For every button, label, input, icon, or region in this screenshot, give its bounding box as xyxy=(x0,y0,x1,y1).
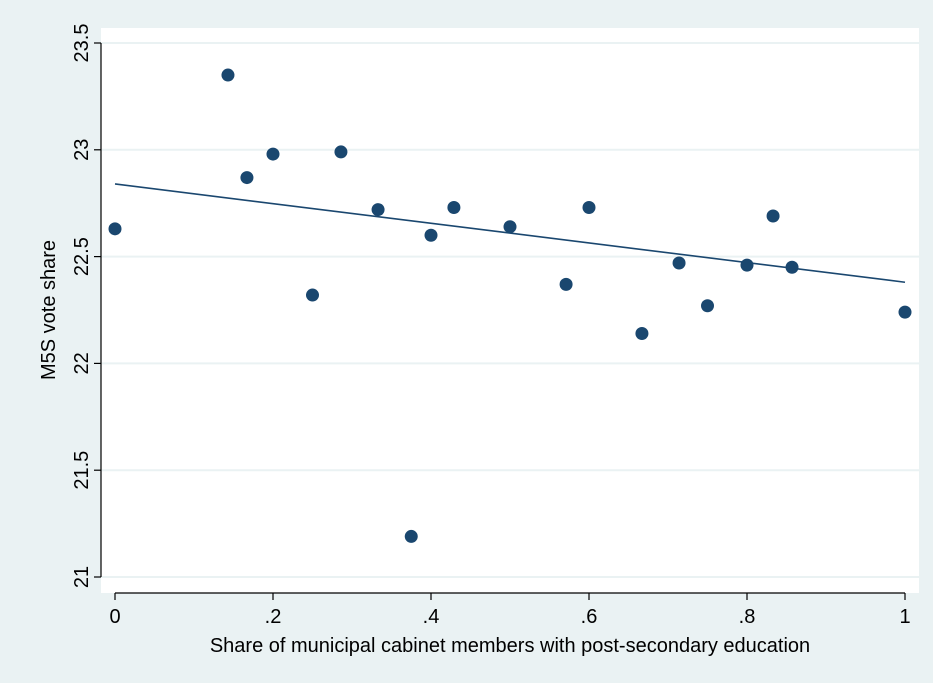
axes: 21 21.5 22 22.5 23 23.5 0 .2 .4 .6 .8 1 xyxy=(71,24,911,628)
plot-background xyxy=(101,28,919,593)
data-series xyxy=(108,68,912,543)
x-tick-label: 1 xyxy=(899,606,910,628)
x-tick-label: 0 xyxy=(109,606,120,628)
data-point xyxy=(334,145,348,159)
data-point xyxy=(108,222,122,236)
data-point xyxy=(404,529,418,543)
data-point xyxy=(447,200,461,214)
x-tick-label: .2 xyxy=(265,606,282,628)
x-tick-label: .4 xyxy=(423,606,440,628)
y-tick-label: 22.5 xyxy=(71,237,93,276)
axis-labels: Share of municipal cabinet members with … xyxy=(38,240,810,657)
data-point xyxy=(701,299,714,313)
data-point xyxy=(898,305,912,319)
data-point xyxy=(306,288,319,302)
data-point xyxy=(503,220,517,234)
data-point xyxy=(582,200,596,214)
data-point xyxy=(766,209,780,223)
y-tick-label: 23.5 xyxy=(71,24,93,63)
y-tick-label: 22 xyxy=(71,352,93,374)
data-point xyxy=(740,258,754,272)
data-point xyxy=(221,68,235,82)
data-point xyxy=(559,277,573,291)
data-point xyxy=(371,203,385,217)
data-point xyxy=(785,260,799,274)
y-axis-title: M5S vote share xyxy=(38,240,60,380)
x-tick-label: .6 xyxy=(581,606,598,628)
x-tick-label: .8 xyxy=(739,606,756,628)
grid-lines xyxy=(101,42,919,578)
data-point xyxy=(266,147,280,161)
data-point xyxy=(635,326,649,340)
data-point xyxy=(240,171,254,185)
data-point xyxy=(424,228,438,242)
data-point xyxy=(672,256,686,270)
y-tick-label: 23 xyxy=(71,139,93,161)
y-tick-label: 21 xyxy=(71,566,93,588)
x-axis-title: Share of municipal cabinet members with … xyxy=(210,635,810,657)
y-tick-label: 21.5 xyxy=(71,451,93,490)
